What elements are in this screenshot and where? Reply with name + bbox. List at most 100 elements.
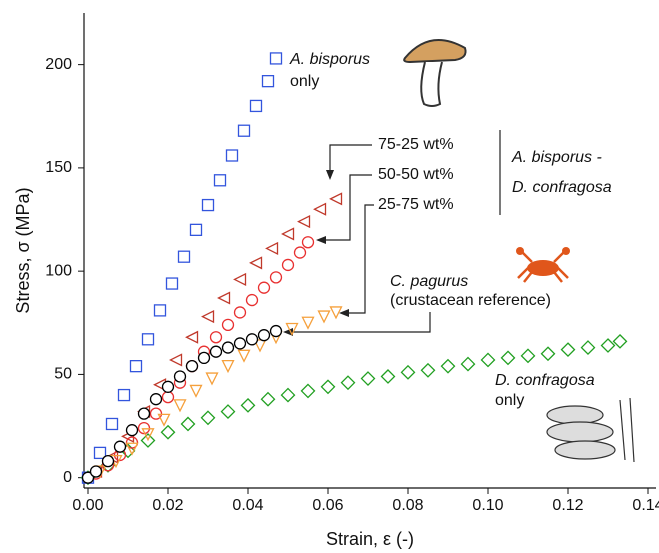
- annotation: only: [495, 392, 524, 409]
- x-axis-title: Strain, ε (-): [326, 529, 414, 549]
- marker: [189, 384, 203, 398]
- marker: [137, 407, 151, 420]
- marker: [329, 306, 343, 320]
- marker: [269, 52, 283, 65]
- marker: [141, 333, 155, 346]
- crab-icon: [516, 247, 570, 283]
- marker: [185, 330, 199, 344]
- marker: [300, 383, 316, 399]
- annotations: A. bisporus only 75-25 wt% 50-50 wt% 25-…: [289, 51, 612, 409]
- y-tick-label: 0: [63, 469, 72, 486]
- x-tick-label: 0.00: [72, 497, 103, 514]
- marker: [301, 236, 315, 249]
- marker: [560, 342, 576, 358]
- marker: [249, 256, 263, 270]
- marker: [540, 346, 556, 362]
- annotation: D. confragosa: [512, 179, 612, 196]
- marker: [313, 202, 327, 216]
- marker: [317, 310, 331, 324]
- y-tick-label: 200: [45, 56, 72, 73]
- annotation: only: [290, 73, 319, 90]
- marker: [160, 424, 176, 440]
- marker: [165, 277, 179, 290]
- marker: [209, 345, 223, 358]
- annotation: 75-25 wt%: [378, 136, 454, 153]
- y-axis-title: Stress, σ (MPa): [13, 187, 33, 313]
- marker: [209, 331, 223, 344]
- marker: [237, 349, 251, 363]
- series: [80, 333, 628, 486]
- arrows: [283, 130, 501, 336]
- marker: [157, 413, 171, 427]
- marker: [217, 291, 231, 305]
- marker: [125, 442, 139, 456]
- marker: [480, 352, 496, 368]
- annotation: C. pagurus: [390, 273, 468, 290]
- annotation: (crustacean reference): [390, 292, 551, 309]
- arrowhead: [339, 309, 349, 317]
- annotation: 50-50 wt%: [378, 166, 454, 183]
- marker: [245, 333, 259, 346]
- marker: [237, 124, 251, 137]
- marker: [265, 241, 279, 255]
- series: [89, 192, 343, 479]
- marker: [257, 281, 271, 294]
- marker: [281, 227, 295, 241]
- marker: [149, 393, 163, 406]
- marker: [81, 471, 95, 484]
- marker: [180, 416, 196, 432]
- marker: [221, 360, 235, 374]
- marker: [440, 358, 456, 374]
- marker: [173, 370, 187, 383]
- marker: [185, 360, 199, 373]
- marker: [221, 318, 235, 331]
- y-tick-label: 150: [45, 159, 72, 176]
- marker: [113, 440, 127, 453]
- fungus-icon: [546, 397, 635, 463]
- arrow: [325, 174, 372, 241]
- marker: [257, 329, 271, 342]
- marker: [280, 387, 296, 403]
- marker: [169, 353, 183, 367]
- marker: [213, 174, 227, 187]
- marker: [89, 465, 103, 478]
- arrow: [292, 312, 431, 333]
- marker: [101, 455, 115, 468]
- annotation: 25-75 wt%: [378, 196, 454, 213]
- marker: [245, 293, 259, 307]
- annotation: A. bisporus -: [511, 149, 602, 166]
- marker: [269, 324, 283, 338]
- marker: [261, 75, 275, 88]
- x-tick-label: 0.02: [152, 497, 183, 514]
- marker: [285, 322, 299, 336]
- marker: [125, 424, 139, 437]
- marker: [253, 339, 267, 353]
- x-tick-label: 0.12: [552, 497, 583, 514]
- marker: [400, 364, 416, 380]
- marker: [293, 246, 307, 259]
- marker: [240, 397, 256, 413]
- marker: [233, 337, 247, 350]
- marker: [149, 407, 163, 420]
- marker: [301, 316, 315, 330]
- marker: [281, 258, 295, 272]
- marker: [197, 351, 211, 365]
- series: [81, 52, 283, 484]
- x-tick-label: 0.08: [392, 497, 423, 514]
- marker: [129, 360, 143, 373]
- marker: [233, 306, 247, 319]
- marker: [153, 304, 167, 317]
- marker: [141, 428, 155, 442]
- marker: [612, 333, 628, 349]
- marker: [520, 348, 536, 364]
- marker: [140, 433, 156, 448]
- marker: [600, 338, 616, 353]
- arrowhead: [326, 170, 334, 180]
- marker: [201, 198, 215, 212]
- mushroom-icon: [403, 39, 467, 107]
- marker: [161, 380, 175, 393]
- marker: [173, 399, 187, 413]
- marker: [105, 417, 119, 431]
- marker: [177, 250, 191, 263]
